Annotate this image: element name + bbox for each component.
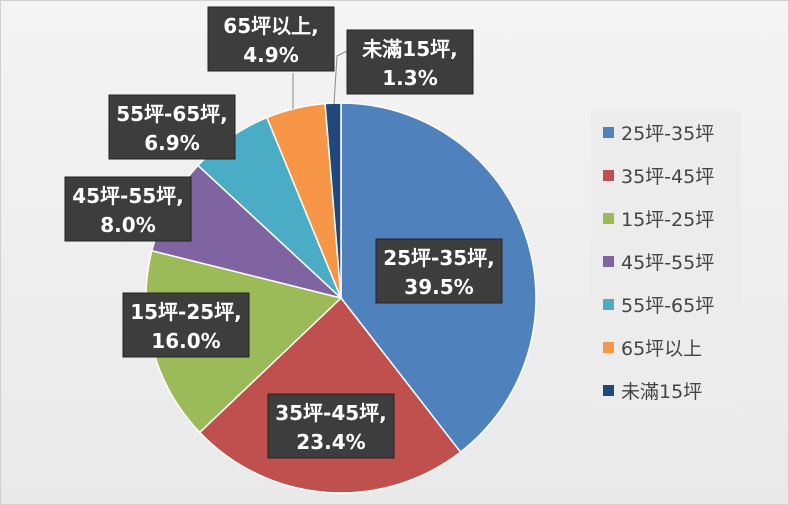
- data-label-box: [64, 176, 192, 242]
- data-label: 未滿15坪, 1.3%: [346, 29, 474, 95]
- data-label-category: 15坪-25坪,: [130, 300, 242, 324]
- legend-label: 55坪-65坪: [621, 295, 715, 317]
- legend-label: 未滿15坪: [621, 381, 703, 403]
- legend-label: 15坪-25坪: [621, 209, 715, 231]
- data-labels: 25坪-35坪, 39.5% 35坪-45坪, 23.4% 15坪-25坪, 16.0% 4…: [64, 6, 503, 459]
- legend-label: 65坪以上: [621, 338, 703, 360]
- data-label: 45坪-55坪, 8.0%: [64, 176, 192, 242]
- data-label-value: 8.0%: [100, 213, 155, 237]
- legend-swatch: [603, 170, 614, 181]
- legend-swatch: [603, 385, 614, 396]
- legend-swatch: [603, 213, 614, 224]
- data-label-box: [207, 6, 335, 72]
- legend-label: 45坪-55坪: [621, 252, 715, 274]
- data-label-category: 未滿15坪,: [362, 37, 457, 61]
- data-label-box: [108, 94, 236, 160]
- legend-item: 55坪-65坪: [591, 283, 741, 326]
- legend-item: 45坪-55坪: [591, 240, 741, 283]
- legend-label: 35坪-45坪: [621, 166, 715, 188]
- legend-item: 25坪-35坪: [591, 111, 741, 154]
- legend-item: 35坪-45坪: [591, 154, 741, 197]
- legend: 25坪-35坪 35坪-45坪 15坪-25坪 45坪-55坪 55坪-65坪 65坪以上…: [591, 111, 741, 411]
- data-label-box: [346, 29, 474, 95]
- leader-lines: [292, 50, 348, 109]
- data-label: 65坪以上, 4.9%: [207, 6, 335, 72]
- data-label-category: 55坪-65坪,: [116, 102, 228, 126]
- legend-swatch: [603, 127, 614, 138]
- data-label: 15坪-25坪, 16.0%: [122, 292, 250, 358]
- data-label: 55坪-65坪, 6.9%: [108, 94, 236, 160]
- data-label-value: 16.0%: [151, 329, 220, 353]
- data-label-value: 1.3%: [382, 66, 437, 90]
- pie-slice: [324, 102, 342, 299]
- data-label-value: 39.5%: [404, 275, 473, 299]
- data-label-category: 35坪-45坪,: [275, 401, 387, 425]
- legend-swatch: [603, 256, 614, 267]
- data-label-box: [122, 292, 250, 358]
- data-label-category: 25坪-35坪,: [383, 246, 495, 270]
- leader-line: [333, 50, 348, 105]
- data-label-value: 4.9%: [243, 43, 298, 67]
- data-label: 35坪-45坪, 23.4%: [267, 393, 395, 459]
- data-label-category: 65坪以上,: [223, 14, 318, 38]
- data-label-value: 6.9%: [144, 131, 199, 155]
- legend-label: 25坪-35坪: [621, 123, 715, 145]
- data-label-box: [375, 238, 503, 304]
- legend-swatch: [603, 342, 614, 353]
- legend-item: 15坪-25坪: [591, 197, 741, 240]
- legend-item: 未滿15坪: [591, 369, 741, 412]
- legend-swatch: [603, 299, 614, 310]
- data-label: 25坪-35坪, 39.5%: [375, 238, 503, 304]
- legend-item: 65坪以上: [591, 326, 741, 369]
- data-label-value: 23.4%: [296, 430, 365, 454]
- data-label-category: 45坪-55坪,: [72, 184, 184, 208]
- data-label-box: [267, 393, 395, 459]
